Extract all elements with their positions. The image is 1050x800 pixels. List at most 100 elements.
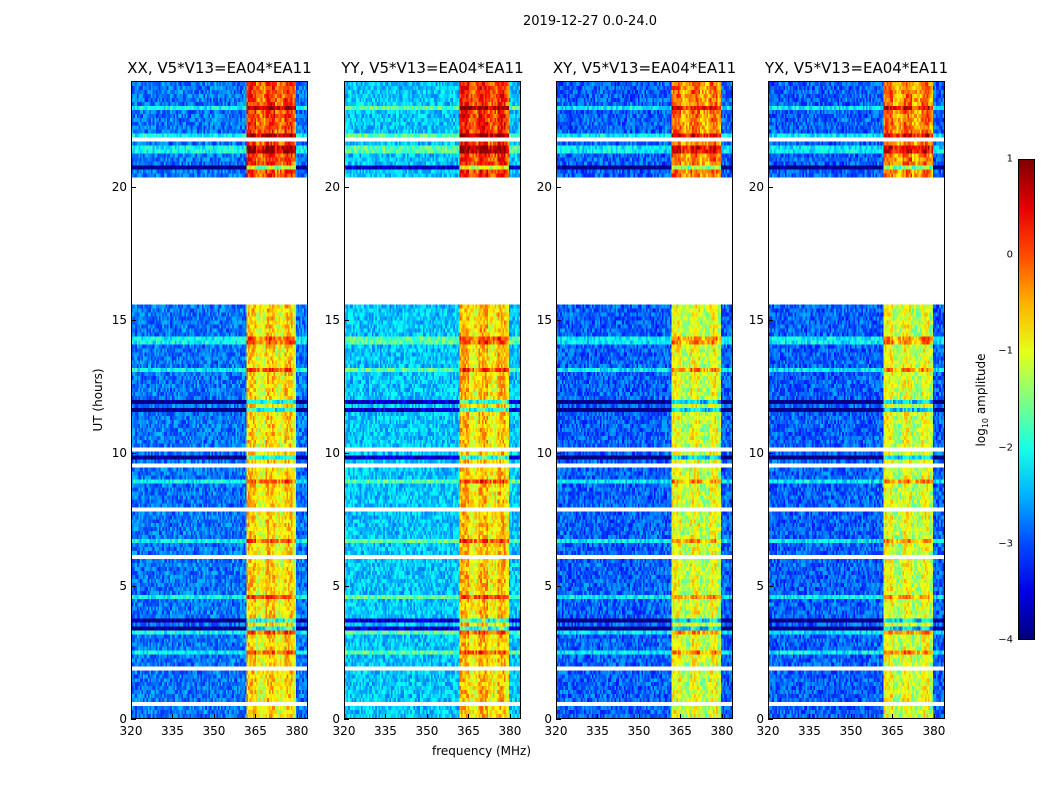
y-tick-mark bbox=[768, 586, 773, 588]
y-tick-label: 10 bbox=[111, 446, 127, 461]
y-axis-label: UT (hours) bbox=[91, 368, 105, 432]
y-tick-mark bbox=[768, 453, 773, 455]
y-tick-label: 5 bbox=[119, 579, 127, 594]
colorbar-tick-label: −4 bbox=[998, 634, 1013, 646]
x-tick-mark bbox=[638, 714, 640, 719]
x-tick-label: 350 bbox=[839, 724, 863, 738]
x-tick-label: 320 bbox=[332, 724, 356, 738]
x-tick-mark bbox=[721, 714, 723, 719]
x-tick-label: 320 bbox=[544, 724, 568, 738]
x-tick-label: 335 bbox=[798, 724, 821, 738]
spectrogram-panel bbox=[344, 81, 521, 719]
x-tick-mark bbox=[468, 714, 470, 719]
y-tick-label: 15 bbox=[111, 313, 127, 328]
colorbar-label-suffix: amplitude bbox=[973, 353, 988, 418]
x-tick-label: 335 bbox=[374, 724, 397, 738]
x-axis-label: frequency (MHz) bbox=[432, 744, 532, 758]
spectrogram-panel bbox=[768, 81, 945, 719]
x-tick-label: 350 bbox=[627, 724, 651, 738]
y-tick-mark bbox=[768, 187, 773, 189]
x-tick-label: 335 bbox=[586, 724, 609, 738]
x-tick-mark bbox=[680, 714, 682, 719]
figure-title: 2019-12-27 0.0-24.0 bbox=[523, 14, 657, 29]
x-tick-mark bbox=[768, 714, 769, 719]
colorbar-tick-label: 0 bbox=[1006, 249, 1013, 261]
spectrogram-heatmap bbox=[345, 82, 520, 718]
y-tick-mark bbox=[344, 453, 349, 455]
y-tick-label: 20 bbox=[748, 180, 764, 195]
y-tick-mark bbox=[768, 320, 773, 322]
x-tick-mark bbox=[509, 714, 511, 719]
y-tick-label: 0 bbox=[119, 712, 127, 726]
x-tick-mark bbox=[556, 714, 557, 719]
x-tick-label: 335 bbox=[161, 724, 184, 738]
x-tick-label: 320 bbox=[756, 724, 780, 738]
spectrogram-heatmap bbox=[132, 82, 307, 718]
y-tick-mark bbox=[344, 586, 349, 588]
colorbar bbox=[1018, 159, 1035, 640]
y-tick-label: 10 bbox=[324, 446, 340, 461]
colorbar-tick-label: −2 bbox=[998, 442, 1013, 454]
x-tick-mark bbox=[597, 714, 599, 719]
y-tick-mark bbox=[556, 320, 561, 322]
x-tick-mark bbox=[255, 714, 257, 719]
spectrogram-panel bbox=[556, 81, 733, 719]
y-tick-label: 5 bbox=[332, 579, 340, 594]
colorbar-tick-label: −1 bbox=[998, 345, 1013, 357]
spectrogram-heatmap bbox=[557, 82, 732, 718]
x-tick-label: 365 bbox=[244, 724, 267, 738]
y-tick-label: 5 bbox=[544, 579, 552, 594]
y-tick-label: 10 bbox=[748, 446, 764, 461]
panel-title: YX, V5*V13=EA04*EA11 bbox=[764, 59, 949, 77]
y-tick-label: 20 bbox=[324, 180, 340, 195]
y-tick-mark bbox=[344, 320, 349, 322]
y-tick-mark bbox=[131, 586, 136, 588]
x-tick-mark bbox=[426, 714, 428, 719]
y-tick-mark bbox=[344, 719, 349, 720]
x-tick-label: 365 bbox=[881, 724, 904, 738]
y-tick-label: 0 bbox=[332, 712, 340, 726]
y-tick-mark bbox=[131, 187, 136, 189]
y-tick-label: 0 bbox=[544, 712, 552, 726]
y-tick-mark bbox=[556, 187, 561, 189]
y-tick-mark bbox=[556, 453, 561, 455]
x-tick-label: 380 bbox=[710, 724, 734, 738]
panel-title: XX, V5*V13=EA04*EA11 bbox=[127, 59, 312, 77]
y-tick-mark bbox=[768, 719, 773, 720]
x-tick-mark bbox=[344, 714, 345, 719]
x-tick-mark bbox=[809, 714, 811, 719]
colorbar-label-sub: 10 bbox=[981, 417, 991, 429]
spectrogram-heatmap bbox=[769, 82, 944, 718]
x-tick-mark bbox=[933, 714, 935, 719]
x-tick-label: 365 bbox=[669, 724, 692, 738]
colorbar-tick-label: −3 bbox=[998, 538, 1013, 550]
y-tick-mark bbox=[131, 320, 136, 322]
y-tick-label: 15 bbox=[324, 313, 340, 328]
y-tick-label: 20 bbox=[111, 180, 127, 195]
y-tick-label: 15 bbox=[536, 313, 552, 328]
colorbar-tick-label: 1 bbox=[1006, 153, 1013, 165]
x-tick-mark bbox=[385, 714, 387, 719]
x-tick-mark bbox=[850, 714, 852, 719]
x-tick-label: 380 bbox=[922, 724, 946, 738]
x-tick-mark bbox=[213, 714, 215, 719]
y-tick-label: 20 bbox=[536, 180, 552, 195]
y-tick-label: 15 bbox=[748, 313, 764, 328]
x-tick-label: 320 bbox=[119, 724, 143, 738]
x-tick-mark bbox=[296, 714, 298, 719]
x-tick-label: 350 bbox=[415, 724, 439, 738]
spectrogram-panel bbox=[131, 81, 308, 719]
y-tick-label: 0 bbox=[756, 712, 764, 726]
panel-title: XY, V5*V13=EA04*EA11 bbox=[552, 59, 737, 77]
x-tick-mark bbox=[172, 714, 174, 719]
y-tick-label: 10 bbox=[536, 446, 552, 461]
colorbar-label-log: log bbox=[973, 428, 988, 447]
x-tick-label: 380 bbox=[498, 724, 522, 738]
x-tick-mark bbox=[131, 714, 132, 719]
y-tick-mark bbox=[556, 719, 561, 720]
y-tick-label: 5 bbox=[756, 579, 764, 594]
y-tick-mark bbox=[131, 719, 136, 720]
y-tick-mark bbox=[556, 586, 561, 588]
x-tick-label: 380 bbox=[285, 724, 309, 738]
